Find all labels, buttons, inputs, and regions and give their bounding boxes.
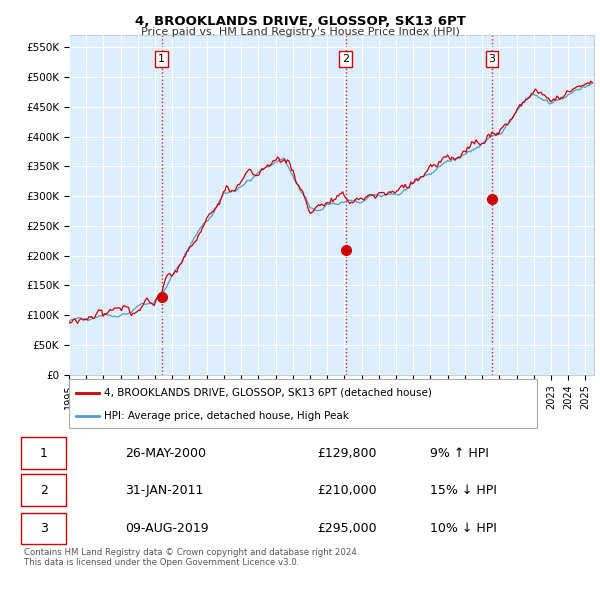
Text: 3: 3 — [488, 54, 496, 64]
Text: £295,000: £295,000 — [317, 522, 377, 535]
Text: 2: 2 — [40, 484, 47, 497]
FancyBboxPatch shape — [21, 437, 66, 469]
Text: 26-MAY-2000: 26-MAY-2000 — [125, 447, 206, 460]
FancyBboxPatch shape — [21, 474, 66, 506]
Text: 09-AUG-2019: 09-AUG-2019 — [125, 522, 209, 535]
Text: £129,800: £129,800 — [317, 447, 377, 460]
FancyBboxPatch shape — [21, 513, 66, 544]
Text: 3: 3 — [40, 522, 47, 535]
Text: 4, BROOKLANDS DRIVE, GLOSSOP, SK13 6PT (detached house): 4, BROOKLANDS DRIVE, GLOSSOP, SK13 6PT (… — [104, 388, 432, 398]
Text: 10% ↓ HPI: 10% ↓ HPI — [430, 522, 497, 535]
Text: 1: 1 — [158, 54, 165, 64]
Text: 9% ↑ HPI: 9% ↑ HPI — [430, 447, 489, 460]
FancyBboxPatch shape — [69, 379, 537, 428]
Text: 31-JAN-2011: 31-JAN-2011 — [125, 484, 204, 497]
Text: 2: 2 — [342, 54, 349, 64]
Text: 4, BROOKLANDS DRIVE, GLOSSOP, SK13 6PT: 4, BROOKLANDS DRIVE, GLOSSOP, SK13 6PT — [134, 15, 466, 28]
Text: 1: 1 — [40, 447, 47, 460]
Text: 15% ↓ HPI: 15% ↓ HPI — [430, 484, 497, 497]
Text: Contains HM Land Registry data © Crown copyright and database right 2024.
This d: Contains HM Land Registry data © Crown c… — [24, 548, 359, 567]
Text: £210,000: £210,000 — [317, 484, 377, 497]
Text: Price paid vs. HM Land Registry's House Price Index (HPI): Price paid vs. HM Land Registry's House … — [140, 27, 460, 37]
Text: HPI: Average price, detached house, High Peak: HPI: Average price, detached house, High… — [104, 411, 349, 421]
